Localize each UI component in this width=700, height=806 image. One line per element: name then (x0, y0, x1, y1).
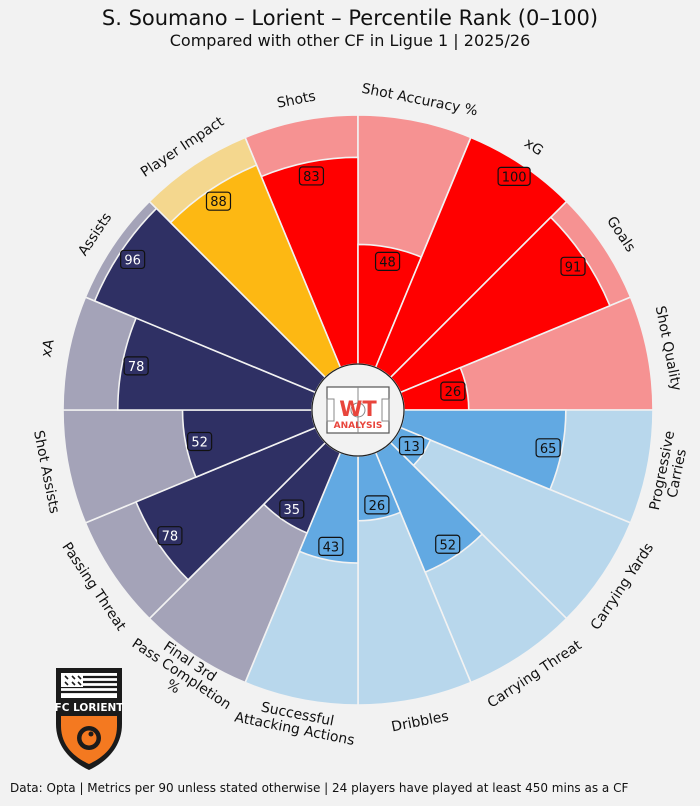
value-label-passing-threat: 78 (157, 526, 183, 546)
svg-text:78: 78 (128, 360, 145, 375)
value-label-xg: 100 (497, 166, 531, 186)
metric-label-xa: xA (38, 338, 57, 359)
metric-label-shots: Shots (276, 88, 317, 111)
svg-text:52: 52 (439, 538, 456, 553)
value-label-shots: 83 (298, 166, 325, 186)
chart-subtitle: Compared with other CF in Ligue 1 | 2025… (169, 31, 531, 50)
value-label-carrying-yards: 13 (398, 436, 425, 456)
value-label-xa: 78 (123, 356, 149, 376)
svg-text:88: 88 (210, 195, 227, 210)
value-label-carrying-threat: 52 (435, 534, 461, 554)
svg-text:83: 83 (303, 170, 320, 185)
value-label-dribbles: 26 (364, 495, 390, 515)
center-logo-analysis: ANALYSIS (334, 421, 383, 431)
svg-text:52: 52 (191, 436, 208, 451)
svg-text:35: 35 (284, 503, 301, 518)
svg-text:26: 26 (445, 385, 462, 400)
svg-text:78: 78 (162, 530, 179, 545)
chart-title: S. Soumano – Lorient – Percentile Rank (… (101, 6, 599, 30)
svg-text:26: 26 (369, 499, 386, 514)
value-label-assists: 96 (120, 249, 146, 270)
fc-lorient-crest: FC LORIENT (55, 668, 125, 770)
center-logo: WT ANALYSIS (311, 363, 405, 457)
crest-text: FC LORIENT (55, 702, 125, 714)
value-label-shot-accuracy: 48 (374, 251, 401, 271)
value-label-shot-assists: 52 (187, 431, 213, 452)
value-label-final-3rd-pass-completion: 35 (279, 499, 305, 519)
svg-text:96: 96 (124, 253, 141, 268)
svg-text:48: 48 (379, 255, 396, 270)
svg-text:13: 13 (403, 440, 420, 455)
svg-text:43: 43 (323, 540, 340, 555)
metric-label-shot-assists: Shot Assists (30, 429, 62, 515)
value-label-goals: 91 (560, 256, 586, 276)
value-label-successful-attacking-actions: 43 (318, 536, 344, 556)
metric-label-xg: xG (521, 135, 546, 159)
footer-note: Data: Opta | Metrics per 90 unless state… (10, 781, 629, 795)
value-label-player-impact: 88 (205, 191, 232, 211)
value-label-shot-quality: 26 (440, 381, 466, 401)
value-bars (93, 136, 611, 581)
svg-text:65: 65 (540, 442, 557, 457)
metric-label-shot-quality: Shot Quality (652, 304, 685, 392)
svg-text:91: 91 (565, 260, 582, 275)
value-labels: 83 48 100 91 26 65 13 52 26 43 35 78 52 78 96 88 (120, 166, 586, 556)
metric-label-shot-accuracy: Shot Accuracy % (360, 81, 479, 120)
metric-label-progressive-carries: ProgressiveCarries (647, 430, 693, 515)
center-logo-wt: WT (339, 397, 377, 421)
svg-text:100: 100 (502, 170, 527, 185)
value-label-progressive-carries: 65 (535, 438, 561, 458)
metric-label-dribbles: Dribbles (390, 708, 450, 735)
metric-label-goals: Goals (603, 214, 638, 255)
